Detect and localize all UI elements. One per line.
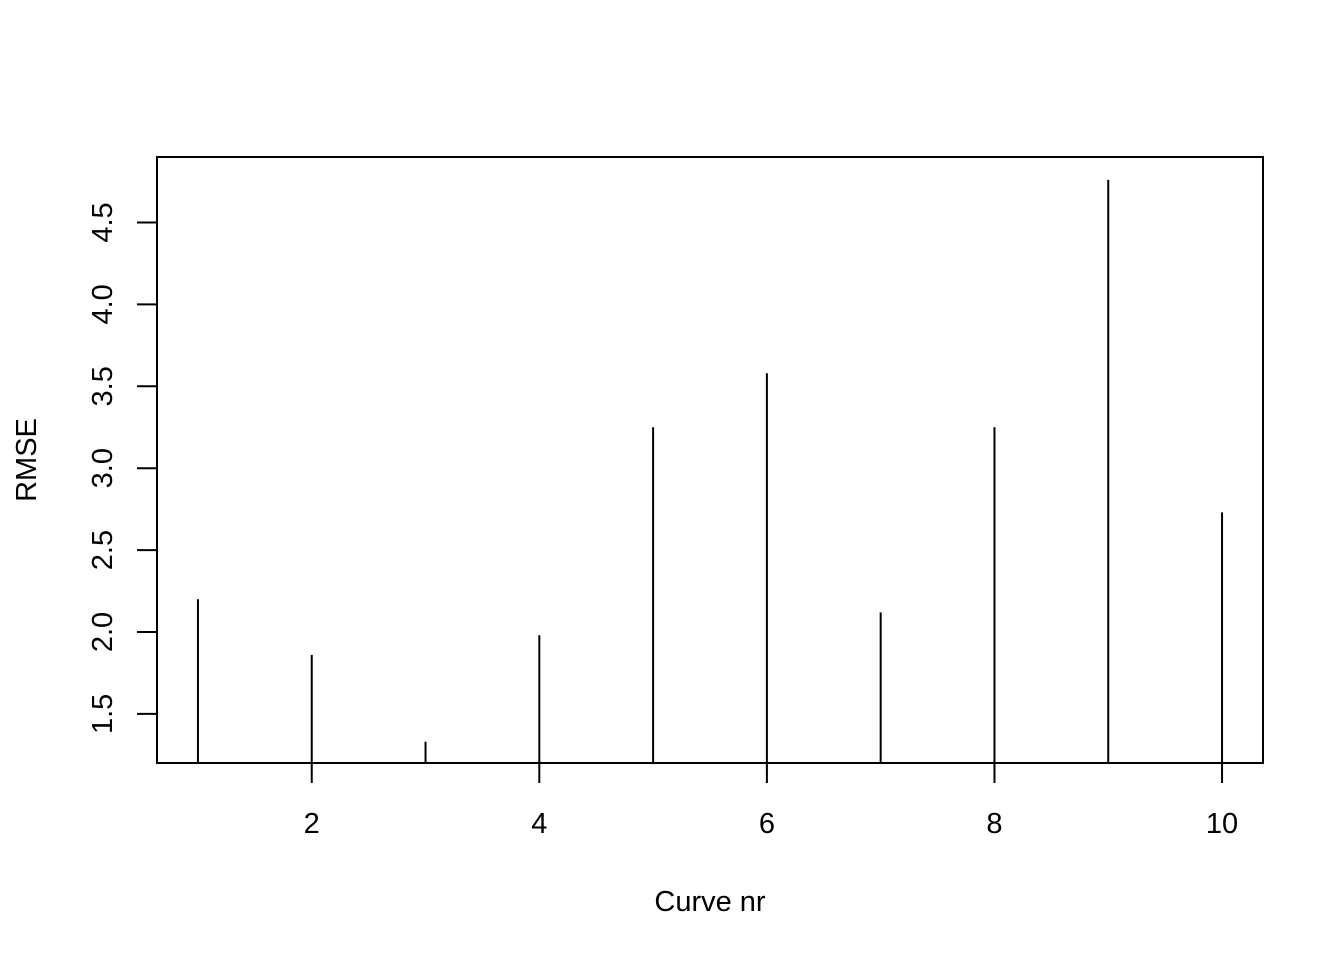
x-tick-label: 6 (759, 808, 775, 840)
x-tick-label: 8 (986, 808, 1002, 840)
y-tick-label: 4.0 (87, 284, 119, 324)
x-axis-title: Curve nr (654, 886, 766, 918)
y-tick-label: 2.5 (87, 530, 119, 570)
plot-area-frame (156, 156, 1264, 764)
data-spikes (196, 179, 1224, 763)
y-tick-label: 1.5 (87, 694, 119, 734)
y-tick-label: 3.0 (87, 448, 119, 488)
y-tick-label: 4.5 (87, 202, 119, 242)
y-axis-title: RMSE (11, 418, 43, 502)
y-tick-label: 3.5 (87, 366, 119, 406)
y-tick-label: 2.0 (87, 612, 119, 652)
x-tick-label: 10 (1206, 808, 1238, 840)
x-axis: 2 4 6 8 10 (304, 763, 1238, 840)
x-tick-label: 2 (304, 808, 320, 840)
y-axis: 1.5 2.0 2.5 3.0 3.5 4.0 4.5 (87, 202, 157, 734)
x-tick-label: 4 (531, 808, 547, 840)
